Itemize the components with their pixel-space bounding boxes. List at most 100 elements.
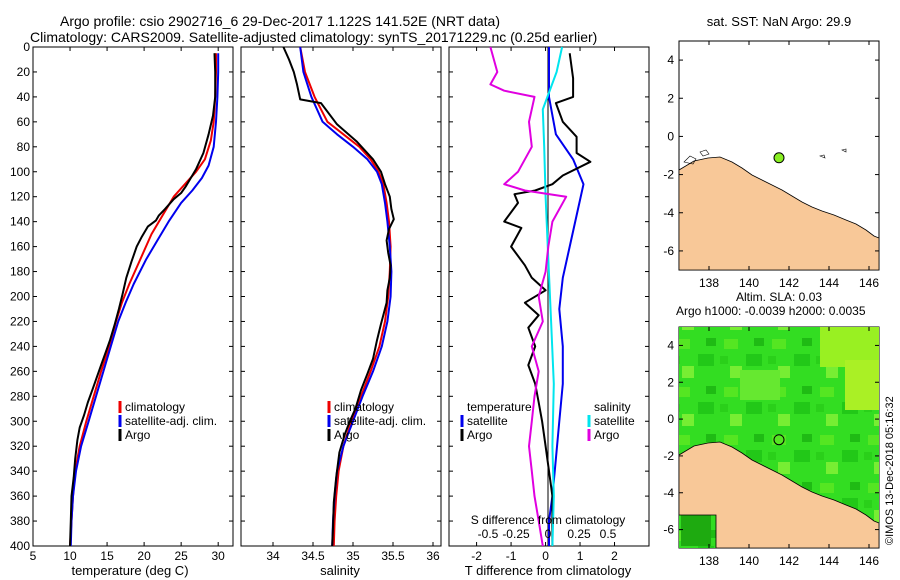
map-lat-label: 0 [667,129,674,143]
map-lon-label: 144 [819,276,839,290]
s-difference-top-ticks: -0.5 -0.25 0 0.25 0.5 [478,527,617,541]
s-tick-label: 0.25 [567,527,591,541]
temperature-plot-frame [32,46,234,547]
island-outline [819,154,826,159]
depth-tick-label: 240 [10,339,30,353]
map-lon-label: 146 [859,554,879,568]
series-temperature-argo [503,53,592,546]
t-difference-axis-ticks: -2 -1 0 1 2 [471,47,618,563]
legend-climatology-label: climatology [334,400,394,414]
series-argo [69,53,217,547]
x-tick-label: 15 [100,549,114,563]
salinity-depth-ticks [241,46,441,547]
depth-tick-label: 180 [10,265,30,279]
x-tick-label: 10 [63,549,77,563]
depth-tick-label: 140 [10,215,30,229]
x-tick-label: 35 [346,549,360,563]
map-lon-label: 138 [699,276,719,290]
map-lon-label: 142 [779,276,799,290]
legend-climatology-label: climatology [125,400,185,414]
x-tick-label: 34.5 [301,549,325,563]
temperature-panel: 0 20 40 60 80 100 120 140 160 180 200 220 240 260 280 3… [10,40,234,578]
series-climatology [69,53,217,547]
sla-map-field [679,327,879,548]
island-outline [683,155,697,165]
depth-tick-label: 160 [10,240,30,254]
series-satellite-adj-clim [69,53,220,547]
salinity-axis-ticks: 34 34.5 35 35.5 36 [266,47,440,563]
sla-map-ticks: 138 140 142 144 146 4 2 0 -2 -4 -6 [663,327,879,568]
map-lat-label: 2 [667,91,674,105]
depth-tick-label: 0 [23,40,30,54]
difference-profiles [489,46,592,547]
x-tick-label: -2 [471,549,482,563]
difference-depth-ticks [449,46,649,547]
temperature-axis-ticks: 5 10 15 20 25 30 [30,47,225,563]
island-outline [841,148,847,153]
map-lat-label: -2 [663,449,674,463]
salinity-plot-frame [240,46,442,547]
x-tick-label: 0 [542,549,549,563]
legend-salinity-heading: salinity [594,400,631,414]
map-lon-label: 138 [699,554,719,568]
map-lon-label: 140 [739,276,759,290]
salinity-panel: 34 34.5 35 35.5 36 salinity climatology sate… [240,46,442,578]
legend-s-satellite-label: satellite [594,414,635,428]
s-tick-label: -0.5 [478,527,499,541]
sla-map: Altim. SLA: 0.03 Argo h1000: -0.0039 h20… [663,290,880,568]
legend-t-argo-label: Argo [467,428,493,442]
salinity-legend: climatology satellite-adj. clim. Argo [327,400,426,442]
temperature-axis-label: temperature (deg C) [71,563,188,578]
temperature-profiles [69,53,220,547]
salinity-axis-label: salinity [320,563,360,578]
sla-low-patch [681,510,711,546]
map-lat-label: -6 [663,523,674,537]
depth-tick-label: 80 [17,140,31,154]
series-satellite-adj-clim [299,46,393,547]
x-tick-label: -1 [506,549,517,563]
sst-map-land [679,148,879,270]
map-lon-label: 142 [779,554,799,568]
title-line-2: Climatology: CARS2009. Satellite-adjuste… [30,29,597,45]
depth-tick-label: 100 [10,165,30,179]
s-difference-axis-label: S difference from climatology [471,513,626,527]
x-tick-label: 36 [426,549,440,563]
x-tick-label: 35.5 [381,549,405,563]
sst-map-ticks: 138 140 142 144 146 4 2 0 -2 -4 -6 [663,41,879,290]
x-tick-label: 1 [577,549,584,563]
t-difference-axis-label: T difference from climatology [465,563,632,578]
depth-tick-label: 20 [17,65,31,79]
depth-tick-label: 360 [10,489,30,503]
legend-satellite-label: satellite-adj. clim. [334,414,426,428]
argo-position-marker [773,434,785,446]
temperature-legend: climatology satellite-adj. clim. Argo [118,400,217,442]
s-tick-label: 0 [545,527,552,541]
depth-tick-label: 220 [10,314,30,328]
map-lat-label: 2 [667,375,674,389]
depth-tick-label: 340 [10,464,30,478]
map-lon-label: 144 [819,554,839,568]
sst-map: sat. SST: NaN Argo: 29.9 138 140 142 144 146… [663,14,880,290]
map-lat-label: -6 [663,244,674,258]
sst-map-title: sat. SST: NaN Argo: 29.9 [707,14,852,29]
depth-tick-label: 120 [10,190,30,204]
legend-t-satellite-label: satellite [467,414,508,428]
sla-map-title-line-1: Altim. SLA: 0.03 [736,290,822,304]
map-lat-label: 4 [667,338,674,352]
series-salinity-satellite [541,46,564,547]
legend-satellite-label: satellite-adj. clim. [125,414,217,428]
sla-mid-patch [740,370,780,400]
s-tick-label: -0.25 [502,527,530,541]
depth-tick-label: 280 [10,389,30,403]
x-tick-label: 20 [137,549,151,563]
island-outline [699,149,710,157]
series-salinity-argo [489,46,568,547]
depth-tick-label: 40 [17,90,31,104]
s-tick-label: 0.5 [600,527,617,541]
depth-tick-label: 200 [10,290,30,304]
argo-position-marker [773,152,785,164]
depth-tick-label: 60 [17,115,31,129]
new-guinea-land [679,156,879,270]
difference-legend-temperature: temperature satellite Argo [460,400,532,442]
